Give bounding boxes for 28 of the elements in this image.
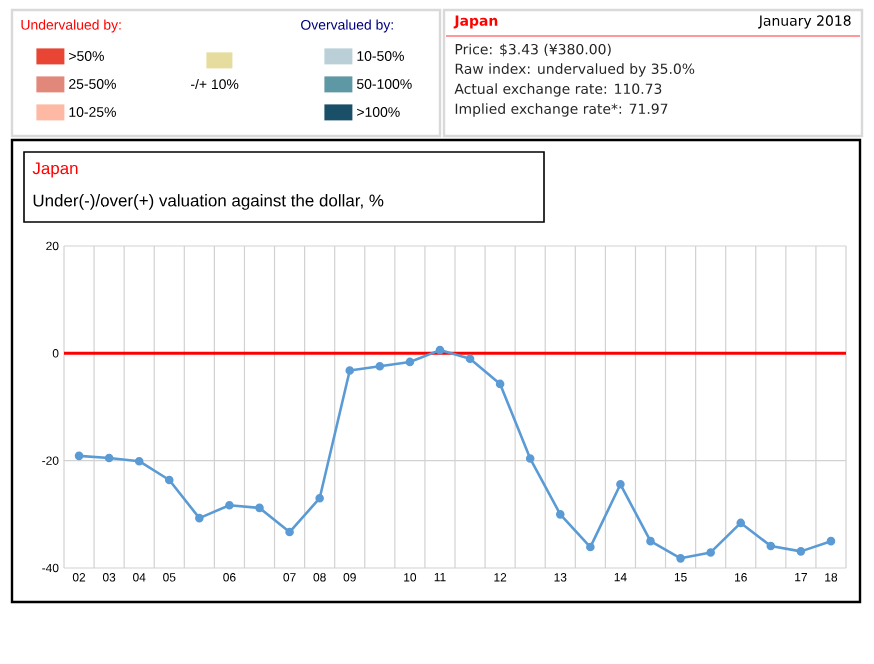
point (736, 518, 746, 528)
point (345, 366, 355, 375)
point (796, 547, 806, 556)
point (164, 475, 174, 485)
point (375, 361, 385, 371)
chart-subtitle: Under(-)/over(+) valuation against the dollar, % (33, 194, 384, 210)
point (495, 379, 505, 389)
point (616, 479, 625, 489)
chart-title: Japan (32, 162, 78, 178)
point (646, 536, 655, 546)
point (405, 357, 415, 367)
point (766, 541, 776, 551)
point (315, 493, 324, 503)
point (285, 527, 294, 537)
point (465, 354, 475, 363)
point (555, 510, 565, 519)
point (134, 456, 144, 466)
point (195, 513, 204, 523)
point (255, 503, 264, 513)
point (525, 454, 535, 463)
point (435, 345, 445, 355)
point (676, 554, 685, 563)
point (104, 453, 114, 463)
point (706, 548, 715, 557)
point (586, 542, 595, 552)
point (74, 451, 84, 461)
point (826, 536, 836, 546)
point (225, 500, 234, 510)
